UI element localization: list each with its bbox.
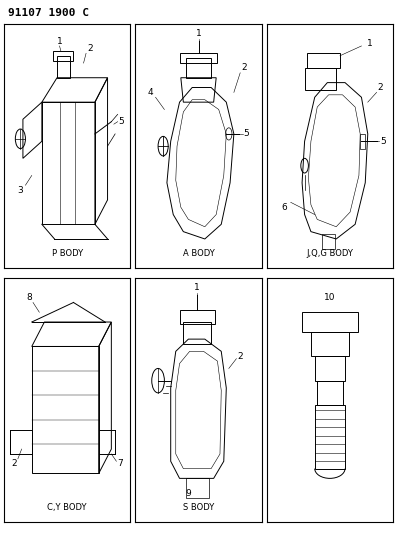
Text: 8: 8 [26,293,32,302]
Text: 9: 9 [185,489,191,497]
Text: 1: 1 [367,39,373,48]
Text: J,Q,G BODY: J,Q,G BODY [306,249,353,258]
Bar [186,479,208,498]
Text: 2: 2 [241,63,247,72]
Text: P BODY: P BODY [52,249,83,258]
Text: 1: 1 [196,29,201,38]
Text: 2: 2 [87,44,93,53]
Text: 2: 2 [237,352,243,361]
Text: 10: 10 [324,293,335,302]
Text: 6: 6 [281,203,287,212]
Text: 4: 4 [148,88,153,97]
Text: 7: 7 [117,459,123,468]
Text: A BODY: A BODY [183,249,214,258]
Bar [322,234,335,249]
Text: 3: 3 [17,185,23,195]
Text: 1: 1 [57,37,62,46]
Text: 5: 5 [380,137,386,146]
Text: S BODY: S BODY [183,503,214,512]
Text: C,Y BODY: C,Y BODY [47,503,87,512]
Text: 5: 5 [119,117,124,126]
Text: 5: 5 [244,130,249,139]
Text: 2: 2 [378,83,383,92]
Text: 1: 1 [195,284,200,292]
Text: 91107 1900 C: 91107 1900 C [8,8,89,18]
Text: 2: 2 [11,459,17,468]
Bar [360,134,365,149]
